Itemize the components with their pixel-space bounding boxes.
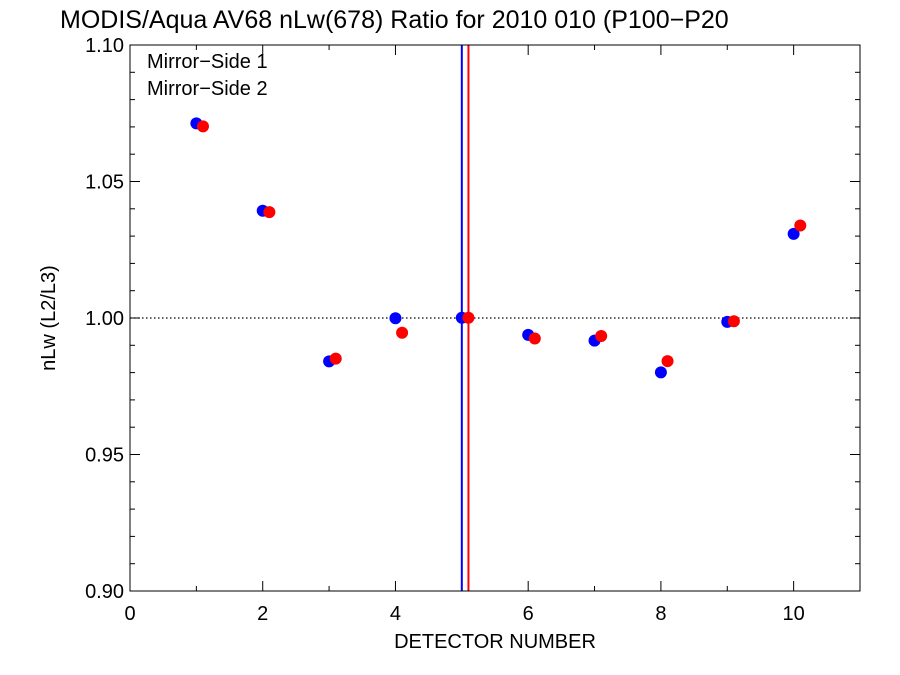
x-tick-label: 4: [390, 603, 401, 625]
x-tick-label: 6: [523, 603, 534, 625]
x-axis-label: DETECTOR NUMBER: [394, 631, 596, 653]
data-point-series-2: [263, 206, 276, 219]
data-point-series-1: [654, 366, 667, 379]
legend-mirror-side-2: Mirror−Side 2: [147, 78, 268, 100]
x-tick-label: 0: [124, 603, 135, 625]
data-point-series-2: [794, 219, 807, 232]
y-tick-label: 1.10: [85, 35, 124, 57]
y-tick-label: 0.95: [85, 445, 124, 467]
x-tick-label: 10: [783, 603, 805, 625]
data-point-series-2: [528, 332, 541, 345]
y-tick-label: 1.05: [85, 172, 124, 194]
data-point-series-2: [595, 330, 608, 343]
data-point-series-1: [389, 312, 402, 325]
data-point-series-2: [329, 352, 342, 365]
data-point-series-2: [197, 120, 209, 133]
data-point-series-2: [462, 311, 475, 324]
y-axis-label: nLw (L2/L3): [38, 265, 60, 371]
x-tick-label: 8: [655, 603, 666, 625]
data-point-series-2: [661, 355, 674, 368]
data-point-series-1: [787, 227, 800, 240]
data-point-series-2: [727, 315, 740, 328]
plot-frame: [129, 44, 861, 592]
x-tick-label: 2: [257, 603, 268, 625]
y-tick-label: 0.90: [85, 581, 124, 603]
legend-mirror-side-1: Mirror−Side 1: [147, 51, 268, 73]
plot-area: 0 2 4 6 8 10 0.90 0.95 1.00 1.05 1.10: [85, 35, 861, 625]
chart-title: MODIS/Aqua AV68 nLw(678) Ratio for 2010 …: [60, 6, 729, 34]
data-point-series-2: [396, 326, 409, 339]
y-tick-label: 1.00: [85, 308, 124, 330]
